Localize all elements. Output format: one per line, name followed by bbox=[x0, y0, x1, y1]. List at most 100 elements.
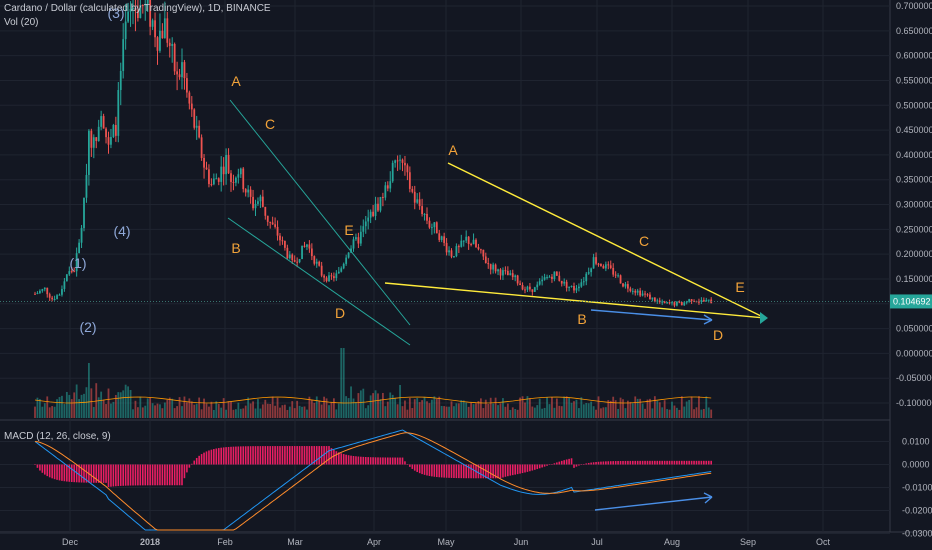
candle-body bbox=[649, 294, 651, 300]
candle-body bbox=[279, 235, 281, 241]
volume-bar bbox=[631, 403, 634, 418]
candle-body bbox=[195, 125, 198, 128]
volume-bar bbox=[298, 405, 301, 418]
candle-body bbox=[494, 264, 497, 272]
volume-bar bbox=[399, 384, 401, 418]
candle-body bbox=[438, 233, 441, 240]
volume-bar bbox=[95, 383, 98, 418]
candle-body bbox=[565, 281, 568, 288]
volume-bar bbox=[658, 402, 661, 418]
candle-body bbox=[509, 273, 512, 276]
volume-bar bbox=[404, 400, 406, 418]
candle-body bbox=[355, 237, 357, 240]
candle-body bbox=[484, 256, 487, 264]
volume-bar bbox=[707, 407, 710, 418]
macd-histogram-bar bbox=[46, 464, 49, 477]
candle-body bbox=[235, 177, 237, 183]
candle-body bbox=[578, 286, 580, 289]
macd-histogram-bar bbox=[252, 446, 254, 465]
candle-body bbox=[190, 103, 193, 110]
macd-histogram-bar bbox=[617, 461, 619, 465]
macd-histogram-bar bbox=[289, 446, 291, 465]
candle-body bbox=[587, 272, 590, 274]
volume-bar bbox=[83, 393, 85, 418]
candle-body bbox=[426, 213, 428, 221]
volume-bar bbox=[497, 405, 499, 418]
macd-histogram-bar bbox=[575, 464, 578, 467]
macd-histogram-bar bbox=[590, 462, 592, 465]
volume-bar bbox=[242, 408, 245, 418]
macd-histogram-bar bbox=[401, 457, 404, 465]
candle-body bbox=[193, 109, 196, 128]
macd-histogram-bar bbox=[703, 460, 705, 465]
macd-histogram-bar bbox=[605, 461, 607, 465]
macd-histogram-bar bbox=[193, 460, 196, 465]
candle-body bbox=[330, 275, 333, 277]
candle-body bbox=[428, 220, 431, 228]
candle-body bbox=[249, 189, 252, 197]
macd-histogram-bar bbox=[80, 464, 83, 483]
macd-histogram-bar bbox=[156, 464, 159, 486]
volume-bar bbox=[656, 400, 659, 418]
macd-histogram-bar bbox=[683, 460, 686, 465]
macd-histogram-bar bbox=[511, 464, 514, 476]
candle-body bbox=[254, 203, 257, 209]
macd-histogram-bar bbox=[262, 446, 264, 465]
candle-body bbox=[656, 300, 659, 302]
macd-histogram-bar bbox=[453, 464, 455, 479]
macd-histogram-bar bbox=[693, 460, 695, 465]
macd-histogram-bar bbox=[556, 462, 558, 465]
volume-bar bbox=[551, 397, 553, 418]
candle-body bbox=[450, 250, 453, 257]
volume-bar bbox=[462, 400, 465, 418]
macd-histogram-bar bbox=[291, 446, 294, 465]
macd-histogram-bar bbox=[480, 464, 482, 479]
volume-bar bbox=[198, 397, 201, 418]
macd-histogram-bar bbox=[266, 446, 269, 465]
volume-bar bbox=[36, 397, 39, 418]
macd-histogram-bar bbox=[521, 464, 524, 474]
candle-body bbox=[408, 172, 411, 189]
candle-body bbox=[536, 284, 539, 288]
candle-body bbox=[232, 181, 235, 183]
time-tick-label: Jun bbox=[514, 537, 529, 547]
candle-body bbox=[570, 285, 573, 287]
macd-histogram-bar bbox=[526, 464, 529, 472]
macd-histogram-bar bbox=[279, 446, 281, 465]
candle-body bbox=[176, 71, 178, 75]
macd-histogram-bar bbox=[44, 464, 46, 475]
volume-bar bbox=[386, 401, 389, 418]
candle-body bbox=[389, 181, 392, 189]
candle-body bbox=[117, 90, 120, 136]
volume-bar bbox=[445, 406, 448, 418]
candle-body bbox=[440, 236, 443, 240]
volume-bar bbox=[252, 401, 254, 418]
candle-body bbox=[230, 173, 232, 182]
volume-bar bbox=[590, 401, 593, 418]
macd-histogram-bar bbox=[132, 464, 134, 486]
volume-bar bbox=[560, 406, 563, 418]
volume-bar bbox=[595, 409, 597, 418]
candle-body bbox=[382, 196, 384, 198]
volume-bar bbox=[401, 406, 404, 418]
volume-bar bbox=[506, 403, 509, 418]
volume-bar bbox=[587, 403, 590, 418]
candle-body bbox=[357, 237, 360, 244]
macd-histogram-bar bbox=[553, 463, 556, 465]
macd-histogram-bar bbox=[281, 446, 284, 465]
candle-body bbox=[372, 211, 374, 217]
macd-label: MACD (12, 26, close, 9) bbox=[4, 431, 111, 442]
candle-body bbox=[333, 276, 335, 279]
macd-histogram-bar bbox=[455, 464, 458, 479]
candle-body bbox=[401, 159, 404, 163]
volume-bar bbox=[435, 398, 438, 418]
time-tick-label: 2018 bbox=[140, 537, 160, 547]
volume-bar bbox=[374, 390, 377, 418]
macd-histogram-bar bbox=[328, 446, 330, 465]
volume-bar bbox=[352, 398, 355, 418]
macd-histogram-bar bbox=[538, 464, 541, 469]
macd-histogram-bar bbox=[200, 454, 203, 465]
volume-bar bbox=[602, 407, 605, 418]
candle-body bbox=[151, 20, 154, 27]
candle-body bbox=[622, 283, 624, 287]
